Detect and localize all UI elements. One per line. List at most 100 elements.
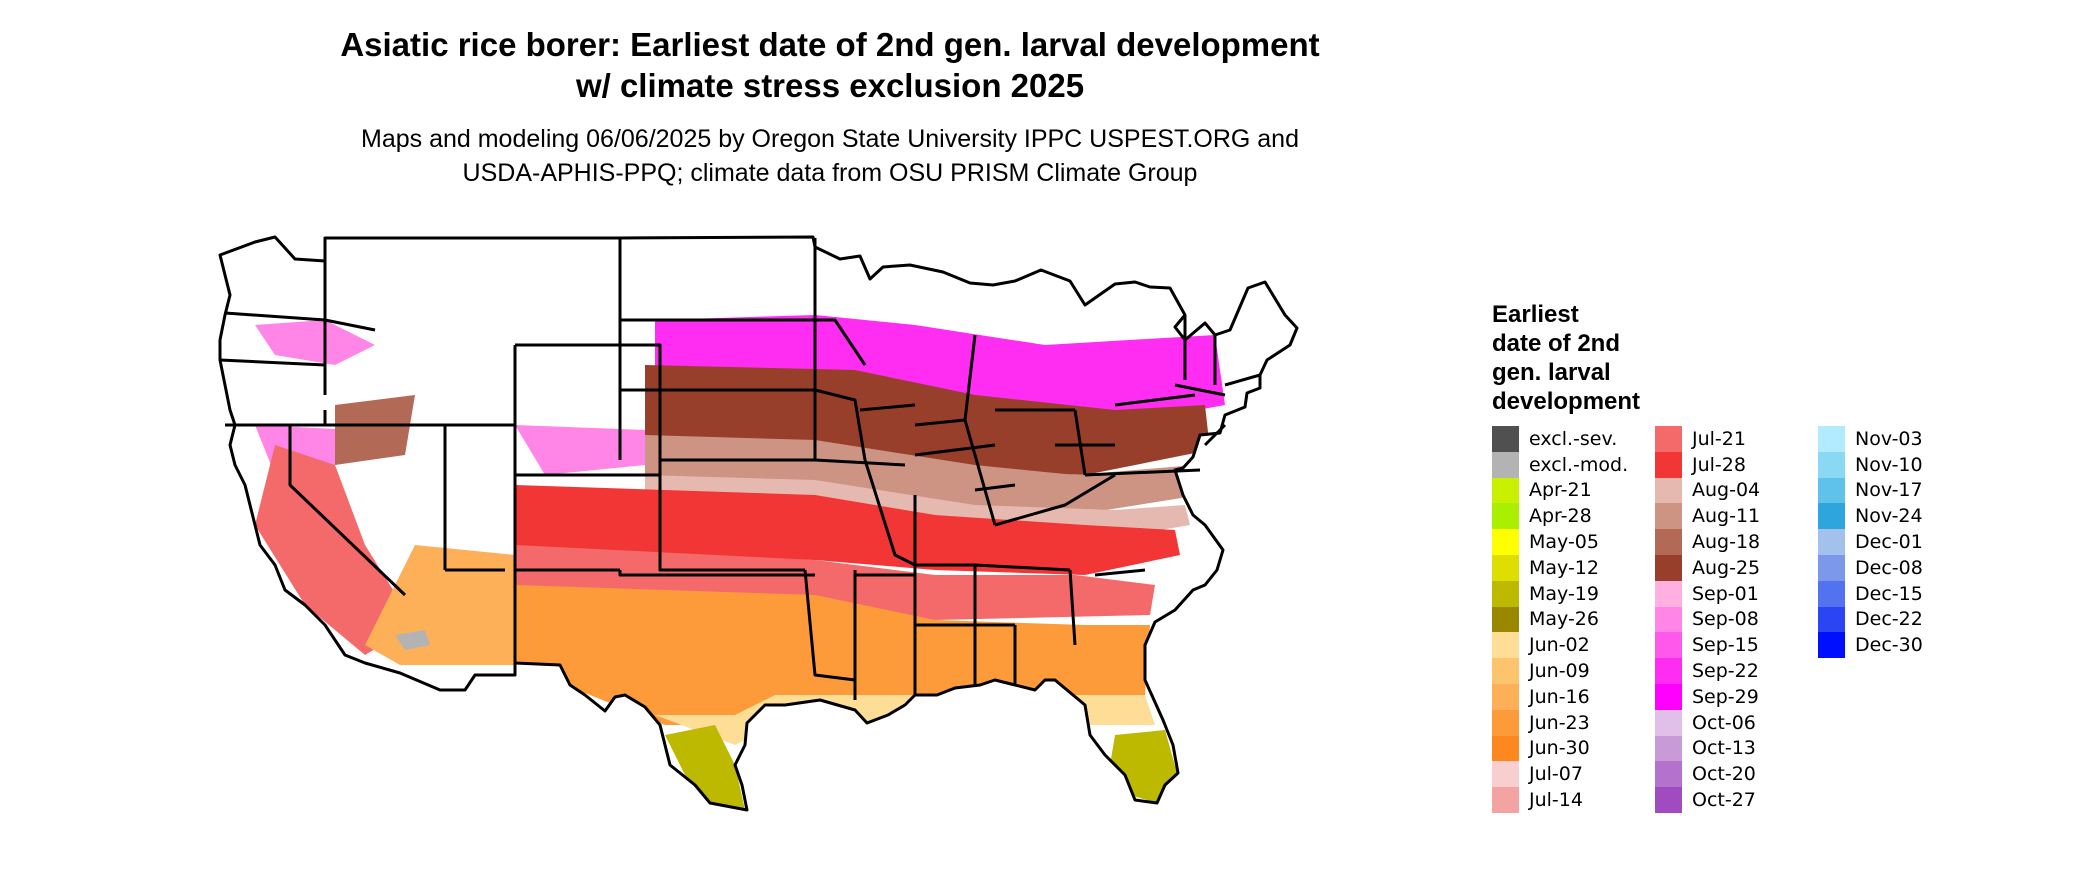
legend-swatch xyxy=(1492,658,1519,684)
legend-item: Jul-28 xyxy=(1655,451,1818,478)
legend-title-line: gen. larval xyxy=(1492,359,1611,386)
legend-title: Earliest date of 2nd gen. larval develop… xyxy=(1492,300,1692,416)
legend-label: Jun-30 xyxy=(1529,737,1590,760)
legend-label: Oct-27 xyxy=(1692,789,1756,812)
state-border xyxy=(618,570,815,577)
state-border xyxy=(863,459,916,567)
legend-label: Oct-06 xyxy=(1692,711,1756,734)
state-border xyxy=(513,345,660,477)
legend-item: Jun-16 xyxy=(1492,683,1655,710)
legend-item: Sep-29 xyxy=(1655,683,1818,710)
legend-label: Dec-01 xyxy=(1855,531,1923,554)
state-border xyxy=(658,460,805,572)
legend-label: Apr-28 xyxy=(1529,505,1592,528)
legend-item: excl.-mod. xyxy=(1492,451,1655,478)
legend-label: Oct-13 xyxy=(1692,737,1756,760)
legend-column: Jul-21 Jul-28 Aug-04 Aug-11 Aug-18 Aug-25 Sep-… xyxy=(1655,426,1818,813)
legend-item: Nov-03 xyxy=(1818,426,1981,452)
state-border xyxy=(1114,393,1196,407)
legend-item: Apr-21 xyxy=(1492,477,1655,504)
legend-item: Jun-09 xyxy=(1492,658,1655,684)
legend: Earliest date of 2nd gen. larval develop… xyxy=(1492,300,1981,813)
state-border xyxy=(815,318,867,366)
state-border xyxy=(803,569,856,682)
legend-label: Nov-17 xyxy=(1855,479,1923,502)
legend-swatch xyxy=(1655,709,1682,736)
us-map-svg xyxy=(218,235,1299,812)
legend-item: Apr-28 xyxy=(1492,503,1655,530)
state-border xyxy=(1084,468,1201,477)
legend-label: Nov-03 xyxy=(1855,427,1923,450)
state-border xyxy=(1094,568,1146,577)
title-line-2: w/ climate stress exclusion 2025 xyxy=(575,67,1085,104)
zone-red-california xyxy=(255,445,415,655)
legend-swatch xyxy=(1818,606,1845,633)
legend-label: May-05 xyxy=(1529,531,1599,554)
legend-label: Jun-02 xyxy=(1529,634,1590,657)
legend-swatch xyxy=(1492,761,1519,788)
legend-item: Dec-22 xyxy=(1818,606,1981,633)
legend-item: May-19 xyxy=(1492,580,1655,607)
legend-item: Nov-24 xyxy=(1818,503,1981,530)
state-border xyxy=(1174,383,1226,397)
state-border xyxy=(515,343,662,475)
subtitle-line-1: Maps and modeling 06/06/2025 by Oregon S… xyxy=(361,125,1299,153)
legend-label: Aug-11 xyxy=(1692,505,1761,528)
legend-label: Sep-01 xyxy=(1692,582,1759,605)
legend-swatch xyxy=(1655,451,1682,478)
legend-label: Apr-21 xyxy=(1529,479,1592,502)
state-border xyxy=(994,473,1116,527)
legend-label: Aug-18 xyxy=(1692,531,1761,554)
legend-swatch xyxy=(1655,632,1682,659)
state-border xyxy=(1073,409,1087,476)
zone-olive-florida xyxy=(1110,730,1177,803)
legend-item: Nov-10 xyxy=(1818,451,1981,478)
legend-label: Oct-20 xyxy=(1692,763,1756,786)
legend-swatch xyxy=(1655,761,1682,788)
legend-label: Sep-15 xyxy=(1692,634,1759,657)
legend-swatch xyxy=(1492,683,1519,710)
legend-swatch xyxy=(1818,632,1845,659)
state-border xyxy=(814,458,906,467)
legend-label: Jul-14 xyxy=(1529,789,1583,812)
legend-item: Sep-22 xyxy=(1655,658,1818,684)
zone-brown-dark xyxy=(645,365,1210,475)
legend-swatch xyxy=(1655,580,1682,607)
legend-swatch xyxy=(1492,451,1519,478)
legend-label: Nov-24 xyxy=(1855,505,1923,528)
zone-red xyxy=(515,485,1180,575)
zone-magenta xyxy=(655,315,1225,425)
legend-item: Sep-15 xyxy=(1655,632,1818,659)
legend-item: Aug-18 xyxy=(1655,529,1818,555)
legend-item: Jul-21 xyxy=(1655,426,1818,452)
legend-swatch xyxy=(1655,426,1682,452)
legend-label: Dec-22 xyxy=(1855,608,1923,631)
legend-label: Jun-16 xyxy=(1529,685,1590,708)
legend-item: Dec-01 xyxy=(1818,529,1981,555)
state-borders xyxy=(218,235,1299,812)
legend-label: Aug-04 xyxy=(1692,479,1761,502)
legend-item: May-26 xyxy=(1492,606,1655,633)
legend-column: excl.-sev. excl.-mod. Apr-21 Apr-28 May-05 Ma… xyxy=(1492,426,1655,813)
legend-swatch xyxy=(1818,529,1845,555)
state-border xyxy=(219,358,326,367)
legend-swatch xyxy=(1655,658,1682,684)
legend-item: Jul-07 xyxy=(1492,761,1655,788)
state-border xyxy=(288,425,407,597)
legend-title-line: development xyxy=(1492,388,1641,415)
zone-pink-rockies xyxy=(515,425,645,475)
legend-label: May-12 xyxy=(1529,556,1599,579)
legend-title-line: date of 2nd xyxy=(1492,330,1621,357)
state-border xyxy=(1068,569,1077,646)
legend-item: Jun-23 xyxy=(1492,709,1655,736)
legend-swatch xyxy=(1492,554,1519,581)
legend-label: Sep-29 xyxy=(1692,685,1759,708)
zone-red-light xyxy=(515,545,1155,620)
legend-label: Jul-21 xyxy=(1692,427,1746,450)
chart-title: Asiatic rice borer: Earliest date of 2nd… xyxy=(160,24,1500,106)
chart-subtitle: Maps and modeling 06/06/2025 by Oregon S… xyxy=(160,122,1500,190)
zone-olive-texas xyxy=(665,725,745,810)
legend-item: Sep-08 xyxy=(1655,606,1818,633)
legend-swatch xyxy=(1492,477,1519,504)
legend-swatch xyxy=(1492,735,1519,762)
